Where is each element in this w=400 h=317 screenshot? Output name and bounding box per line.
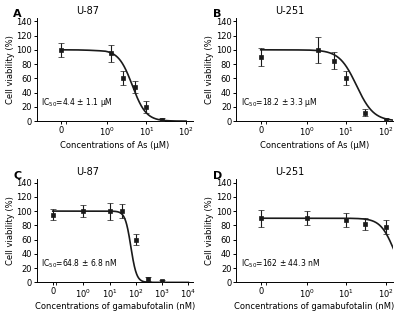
Text: U-251: U-251 bbox=[276, 6, 305, 16]
X-axis label: Concentrations of gamabufotalin (nM): Concentrations of gamabufotalin (nM) bbox=[35, 302, 195, 311]
Text: C: C bbox=[13, 171, 21, 181]
Text: D: D bbox=[213, 171, 222, 181]
Y-axis label: Cell viability (%): Cell viability (%) bbox=[6, 196, 14, 265]
X-axis label: Concentrations of As (μM): Concentrations of As (μM) bbox=[60, 141, 170, 150]
X-axis label: Concentrations of gamabufotalin (nM): Concentrations of gamabufotalin (nM) bbox=[234, 302, 395, 311]
Text: IC$_{50}$=4.4 ± 1.1 μM: IC$_{50}$=4.4 ± 1.1 μM bbox=[41, 96, 113, 109]
Text: U-251: U-251 bbox=[276, 167, 305, 177]
Text: A: A bbox=[13, 10, 22, 19]
Text: U-87: U-87 bbox=[76, 6, 99, 16]
Text: U-87: U-87 bbox=[76, 167, 99, 177]
Y-axis label: Cell viability (%): Cell viability (%) bbox=[205, 35, 214, 104]
Y-axis label: Cell viability (%): Cell viability (%) bbox=[6, 35, 14, 104]
Text: IC$_{50}$=162 ± 44.3 nM: IC$_{50}$=162 ± 44.3 nM bbox=[241, 257, 320, 270]
Y-axis label: Cell viability (%): Cell viability (%) bbox=[205, 196, 214, 265]
X-axis label: Concentrations of As (μM): Concentrations of As (μM) bbox=[260, 141, 369, 150]
Text: B: B bbox=[213, 10, 221, 19]
Text: IC$_{50}$=18.2 ± 3.3 μM: IC$_{50}$=18.2 ± 3.3 μM bbox=[241, 96, 317, 109]
Text: IC$_{50}$=64.8 ± 6.8 nM: IC$_{50}$=64.8 ± 6.8 nM bbox=[41, 257, 117, 270]
